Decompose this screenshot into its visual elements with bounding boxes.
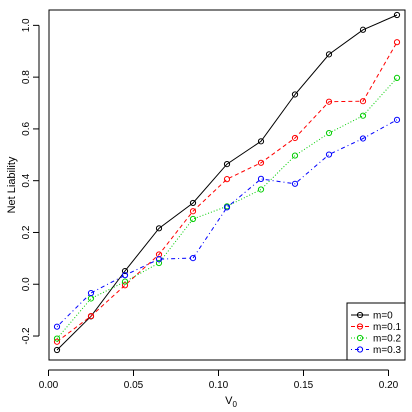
series-line-m-0-3: [56, 119, 398, 328]
series-line-m-0-1: [56, 41, 398, 343]
y-tick-label: -0.2: [21, 327, 32, 345]
data-point: [257, 175, 265, 182]
data-point: [189, 208, 197, 215]
data-point: [359, 112, 367, 119]
data-point: [121, 278, 129, 285]
data-point: [393, 11, 401, 19]
y-tick-label: 0.8: [21, 70, 32, 84]
data-point: [393, 116, 401, 123]
y-axis-title: Net Liability: [6, 156, 18, 213]
legend-marker: [356, 311, 364, 319]
data-point: [155, 251, 163, 258]
data-point: [121, 267, 129, 275]
data-point: [257, 186, 265, 193]
y-axis: -0.2 0.0 0.2 0.4 0.6 0.8 1.0: [21, 18, 40, 345]
y-tick-label: 0.2: [21, 225, 32, 239]
data-point: [189, 199, 197, 207]
data-point: [325, 51, 333, 58]
data-point: [223, 204, 231, 211]
data-point: [257, 138, 265, 145]
data-point: [223, 161, 231, 168]
y-tick-label: 0.6: [21, 122, 32, 136]
series-layer: [53, 11, 401, 354]
series-line-m-0-2: [56, 77, 398, 339]
data-point: [189, 254, 197, 262]
data-point: [393, 39, 401, 46]
x-tick-label: 0.15: [294, 380, 314, 391]
legend-label: m=0: [373, 311, 393, 322]
legend: m=0m=0.1m=0.2m=0.3: [346, 302, 406, 361]
data-point: [325, 151, 333, 158]
data-point: [223, 176, 231, 183]
y-tick-label: 0.0: [21, 277, 32, 291]
data-point: [291, 152, 299, 159]
data-point: [155, 225, 163, 232]
data-point: [53, 335, 61, 342]
x-tick-label: 0.10: [209, 380, 229, 391]
legend-marker: [356, 334, 364, 342]
data-point: [359, 26, 367, 33]
legend-marker: [356, 323, 364, 330]
data-point: [393, 74, 401, 82]
data-point: [155, 256, 163, 263]
plot-area-frame: [48, 9, 406, 361]
legend-label: m=0.1: [373, 322, 402, 333]
y-tick-label: 0.4: [21, 173, 32, 187]
data-point: [291, 134, 299, 142]
data-point: [359, 98, 367, 105]
data-point: [359, 135, 367, 142]
data-point: [87, 289, 95, 297]
x-tick-label: 0.05: [124, 380, 144, 391]
data-point: [155, 259, 163, 267]
data-point: [53, 323, 61, 330]
legend-box: [346, 302, 406, 361]
data-point: [325, 98, 333, 105]
x-tick-label: 0.00: [39, 380, 59, 391]
series-line-m-0: [56, 14, 398, 351]
x-axis-title: V0: [225, 395, 237, 409]
data-point: [121, 272, 129, 279]
legend-label: m=0.3: [373, 345, 402, 356]
x-tick-label: 0.20: [379, 380, 399, 391]
legend-marker: [356, 346, 364, 353]
x-axis: 0.00 0.05 0.10 0.15 0.20: [39, 369, 399, 391]
legend-label: m=0.2: [373, 334, 402, 345]
data-point: [325, 129, 333, 137]
data-point: [291, 180, 299, 187]
data-point: [189, 215, 197, 223]
data-point: [257, 159, 265, 166]
data-point: [121, 282, 129, 289]
data-point: [53, 338, 61, 345]
data-point: [291, 91, 299, 98]
y-tick-label: 1.0: [21, 18, 32, 32]
data-point: [87, 312, 95, 320]
data-point: [53, 346, 61, 354]
